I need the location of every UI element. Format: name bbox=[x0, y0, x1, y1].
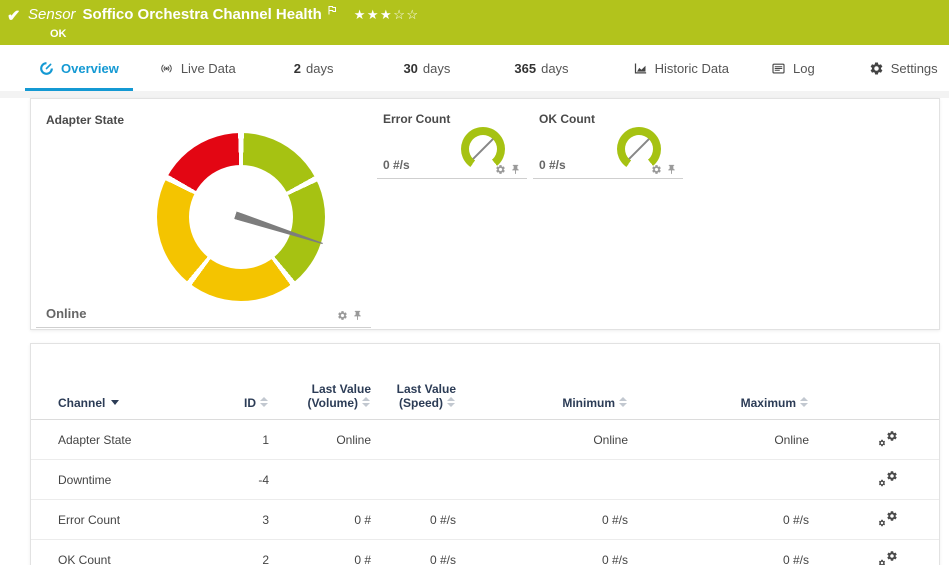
sensor-status-banner: ✔ Sensor Soffico Orchestra Channel Healt… bbox=[0, 0, 949, 45]
pin-icon[interactable] bbox=[510, 164, 521, 175]
channel-settings-gears-icon[interactable] bbox=[877, 510, 898, 527]
sort-caret-down-icon bbox=[111, 400, 120, 405]
gauge-icon bbox=[39, 61, 54, 76]
channel-name[interactable]: Downtime bbox=[31, 459, 199, 500]
sensor-title: Soffico Orchestra Channel Health bbox=[82, 6, 322, 23]
last-value-volume: 0 # bbox=[269, 539, 371, 565]
gauge-title: Error Count bbox=[383, 112, 451, 126]
gear-icon[interactable] bbox=[651, 164, 662, 175]
gear-icon[interactable] bbox=[495, 164, 506, 175]
tab-historic-data[interactable]: Historic Data bbox=[619, 45, 743, 91]
gauge-panel-adapter-state: Adapter State Online bbox=[36, 99, 371, 328]
log-list-icon bbox=[771, 61, 786, 76]
gauge-value: Online bbox=[46, 306, 87, 321]
column-header-id[interactable]: ID bbox=[199, 378, 269, 420]
channel-id: -4 bbox=[199, 459, 269, 500]
tab-365-days[interactable]: 365 days bbox=[514, 60, 569, 76]
object-kind-label: Sensor bbox=[28, 6, 76, 23]
channels-table-card: Channel ID Last Value (Volume) Last Valu… bbox=[30, 343, 940, 565]
gauge-value: 0 #/s bbox=[539, 158, 566, 172]
column-header-channel[interactable]: Channel bbox=[31, 378, 199, 420]
table-row: Error Count 3 0 # 0 #/s 0 #/s 0 #/s bbox=[31, 499, 939, 540]
last-value-speed: 0 #/s bbox=[371, 499, 456, 540]
gauge-title: Adapter State bbox=[46, 113, 125, 127]
table-row: Downtime -4 bbox=[31, 459, 939, 500]
broadcast-icon bbox=[159, 61, 174, 76]
gear-icon[interactable] bbox=[337, 310, 348, 321]
sort-icon bbox=[447, 397, 456, 408]
gauge-panel-error-count: Error Count 0 #/s bbox=[377, 99, 527, 179]
last-value-volume: 0 # bbox=[269, 499, 371, 540]
tab-live-data[interactable]: Live Data bbox=[145, 45, 250, 91]
sort-icon bbox=[362, 397, 371, 408]
last-value-speed bbox=[371, 419, 456, 460]
column-header-last-value-volume[interactable]: Last Value (Volume) bbox=[269, 378, 371, 420]
minimum-value: 0 #/s bbox=[456, 539, 628, 565]
gauge-panel-ok-count: OK Count 0 #/s bbox=[533, 99, 683, 179]
maximum-value bbox=[628, 459, 809, 500]
sort-icon bbox=[619, 397, 628, 408]
table-row: Adapter State 1 Online Online Online bbox=[31, 419, 939, 460]
sensor-status-text: OK bbox=[50, 28, 67, 40]
tabbar-divider bbox=[0, 91, 949, 98]
column-header-actions bbox=[809, 378, 939, 420]
pin-icon[interactable] bbox=[666, 164, 677, 175]
sort-icon bbox=[260, 397, 269, 408]
area-chart-icon bbox=[633, 61, 648, 76]
minimum-value: 0 #/s bbox=[456, 499, 628, 540]
channel-settings-gears-icon[interactable] bbox=[877, 470, 898, 487]
channel-name[interactable]: Error Count bbox=[31, 499, 199, 540]
channel-name[interactable]: Adapter State bbox=[31, 419, 199, 460]
maximum-value: 0 #/s bbox=[628, 539, 809, 565]
table-row: OK Count 2 0 # 0 #/s 0 #/s 0 #/s bbox=[31, 539, 939, 565]
maximum-value: Online bbox=[628, 419, 809, 460]
channel-id: 1 bbox=[199, 419, 269, 460]
tab-30-days[interactable]: 30 days bbox=[403, 60, 451, 76]
error-count-mini-gauge bbox=[461, 127, 505, 171]
sensor-tab-bar: Overview Live Data 2 days 30 days 365 da… bbox=[0, 45, 949, 91]
minimum-value: Online bbox=[456, 419, 628, 460]
channel-settings-gears-icon[interactable] bbox=[877, 550, 898, 565]
minimum-value bbox=[456, 459, 628, 500]
gauge-value: 0 #/s bbox=[383, 158, 410, 172]
tab-overview[interactable]: Overview bbox=[25, 45, 133, 91]
column-header-maximum[interactable]: Maximum bbox=[628, 378, 809, 420]
channel-id: 3 bbox=[199, 499, 269, 540]
last-value-speed bbox=[371, 459, 456, 500]
gear-icon bbox=[869, 61, 884, 76]
column-header-minimum[interactable]: Minimum bbox=[456, 378, 628, 420]
last-value-speed: 0 #/s bbox=[371, 539, 456, 565]
flag-icon[interactable] bbox=[326, 4, 338, 16]
column-header-last-value-speed[interactable]: Last Value (Speed) bbox=[371, 378, 456, 420]
status-check-icon: ✔ bbox=[7, 8, 21, 25]
channel-id: 2 bbox=[199, 539, 269, 565]
priority-stars[interactable]: ★★★☆☆ bbox=[353, 7, 420, 22]
channels-table: Channel ID Last Value (Volume) Last Valu… bbox=[31, 378, 939, 565]
channel-settings-gears-icon[interactable] bbox=[877, 430, 898, 447]
pin-icon[interactable] bbox=[352, 310, 363, 321]
tab-settings[interactable]: Settings bbox=[855, 45, 949, 91]
maximum-value: 0 #/s bbox=[628, 499, 809, 540]
adapter-state-donut-gauge bbox=[157, 133, 325, 301]
tab-log[interactable]: Log bbox=[757, 45, 829, 91]
tab-2-days[interactable]: 2 days bbox=[293, 60, 334, 76]
gauges-card: Adapter State Online Error Count 0 #/s bbox=[30, 98, 940, 330]
ok-count-mini-gauge bbox=[617, 127, 661, 171]
sort-icon bbox=[800, 397, 809, 408]
gauge-title: OK Count bbox=[539, 112, 595, 126]
last-value-volume bbox=[269, 459, 371, 500]
last-value-volume: Online bbox=[269, 419, 371, 460]
channel-name[interactable]: OK Count bbox=[31, 539, 199, 565]
